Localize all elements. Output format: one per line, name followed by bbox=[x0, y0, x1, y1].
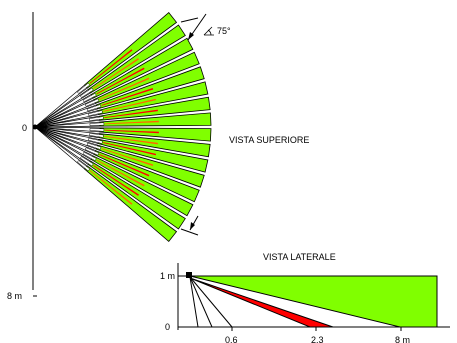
fan-base-zone bbox=[89, 133, 104, 138]
top-view: 0 8 m 75° VISTA SUPERIORE bbox=[7, 12, 309, 301]
fan-ray bbox=[34, 94, 92, 128]
fan-base-zone bbox=[77, 160, 91, 172]
fan-base-zone bbox=[84, 98, 100, 107]
zero-label: 0 bbox=[165, 322, 170, 332]
fan-ray bbox=[34, 126, 98, 146]
fan-inner-zone bbox=[96, 159, 145, 187]
fan-base-zone bbox=[86, 104, 102, 112]
fan-base-zone bbox=[89, 122, 105, 126]
fan-inner-zone bbox=[104, 120, 159, 125]
side-sensor bbox=[186, 272, 192, 278]
fan-ray bbox=[34, 110, 98, 128]
angle-arrowhead-top bbox=[188, 32, 194, 40]
angle-pointer-top bbox=[180, 17, 199, 23]
fan-inner-zone bbox=[99, 154, 150, 177]
angle-pointer-bottom bbox=[180, 228, 199, 236]
side-beam-1 bbox=[189, 276, 233, 328]
side-beam-2 bbox=[189, 276, 213, 328]
fan-ray bbox=[34, 84, 85, 128]
fan-base-zone bbox=[89, 128, 105, 132]
fan-inner-zone bbox=[93, 58, 139, 89]
range-label: 8 m bbox=[7, 291, 22, 301]
fan-inner-zone bbox=[101, 88, 154, 106]
height-label: 1 m bbox=[160, 271, 175, 281]
fan-ray bbox=[34, 126, 100, 129]
origin-label: 0 bbox=[22, 123, 27, 133]
fan-inner-zone bbox=[93, 165, 139, 196]
fan-base-zone bbox=[88, 137, 103, 144]
fan-inner-zone bbox=[103, 98, 157, 112]
side-beam-3 bbox=[189, 276, 199, 328]
fan-base-zone bbox=[84, 147, 100, 156]
fan-base-zone bbox=[77, 82, 91, 94]
fan-ray bbox=[34, 126, 88, 167]
fan-inner-zone bbox=[104, 109, 158, 119]
angle-label: 75° bbox=[217, 26, 231, 36]
fan-ray bbox=[34, 126, 94, 157]
fan-ray bbox=[34, 126, 100, 135]
fan-base-zone bbox=[82, 151, 97, 162]
side-view: VISTA LATERALE 1 m 0 0.6 2.3 8 m bbox=[160, 252, 450, 343]
fan-base-zone bbox=[89, 116, 104, 121]
fan-ray bbox=[34, 89, 89, 128]
fan-ray bbox=[34, 126, 85, 170]
fan-inner-zone bbox=[101, 148, 154, 166]
fan-inner-zone bbox=[99, 77, 150, 100]
fan-ray bbox=[34, 104, 97, 128]
fan-base-zone bbox=[82, 92, 97, 103]
angle-arc-icon bbox=[203, 26, 214, 36]
fan-ray bbox=[34, 126, 96, 151]
fan-inner-zone bbox=[89, 170, 133, 205]
fan-inner-zone bbox=[103, 142, 157, 156]
fan-inner-zone bbox=[96, 67, 145, 95]
fan-inner-zone bbox=[104, 135, 158, 145]
angle-arrowhead-bottom bbox=[190, 222, 195, 230]
fan-ray bbox=[34, 126, 91, 162]
fan-inner-zone bbox=[89, 49, 133, 84]
fan-inner-zone bbox=[104, 129, 159, 134]
fan-ray bbox=[34, 99, 95, 128]
side-view-title: VISTA LATERALE bbox=[263, 252, 336, 262]
side-zone-mid bbox=[189, 277, 334, 328]
distance-label-0.6: 0.6 bbox=[225, 335, 238, 343]
top-view-title: VISTA SUPERIORE bbox=[229, 135, 309, 145]
fan-ray bbox=[34, 121, 100, 128]
fan-base-zone bbox=[88, 110, 103, 117]
fan-ray bbox=[34, 115, 100, 128]
distance-label-8m: 8 m bbox=[395, 335, 410, 343]
distance-label-2.3: 2.3 bbox=[311, 335, 324, 343]
fan-base-zone bbox=[80, 87, 94, 98]
fan-base-zone bbox=[86, 142, 102, 150]
detection-fan bbox=[34, 12, 212, 242]
fan-ray bbox=[34, 126, 99, 140]
sensor-origin bbox=[32, 124, 38, 130]
fan-base-zone bbox=[80, 156, 94, 167]
side-zone-long bbox=[189, 275, 438, 328]
